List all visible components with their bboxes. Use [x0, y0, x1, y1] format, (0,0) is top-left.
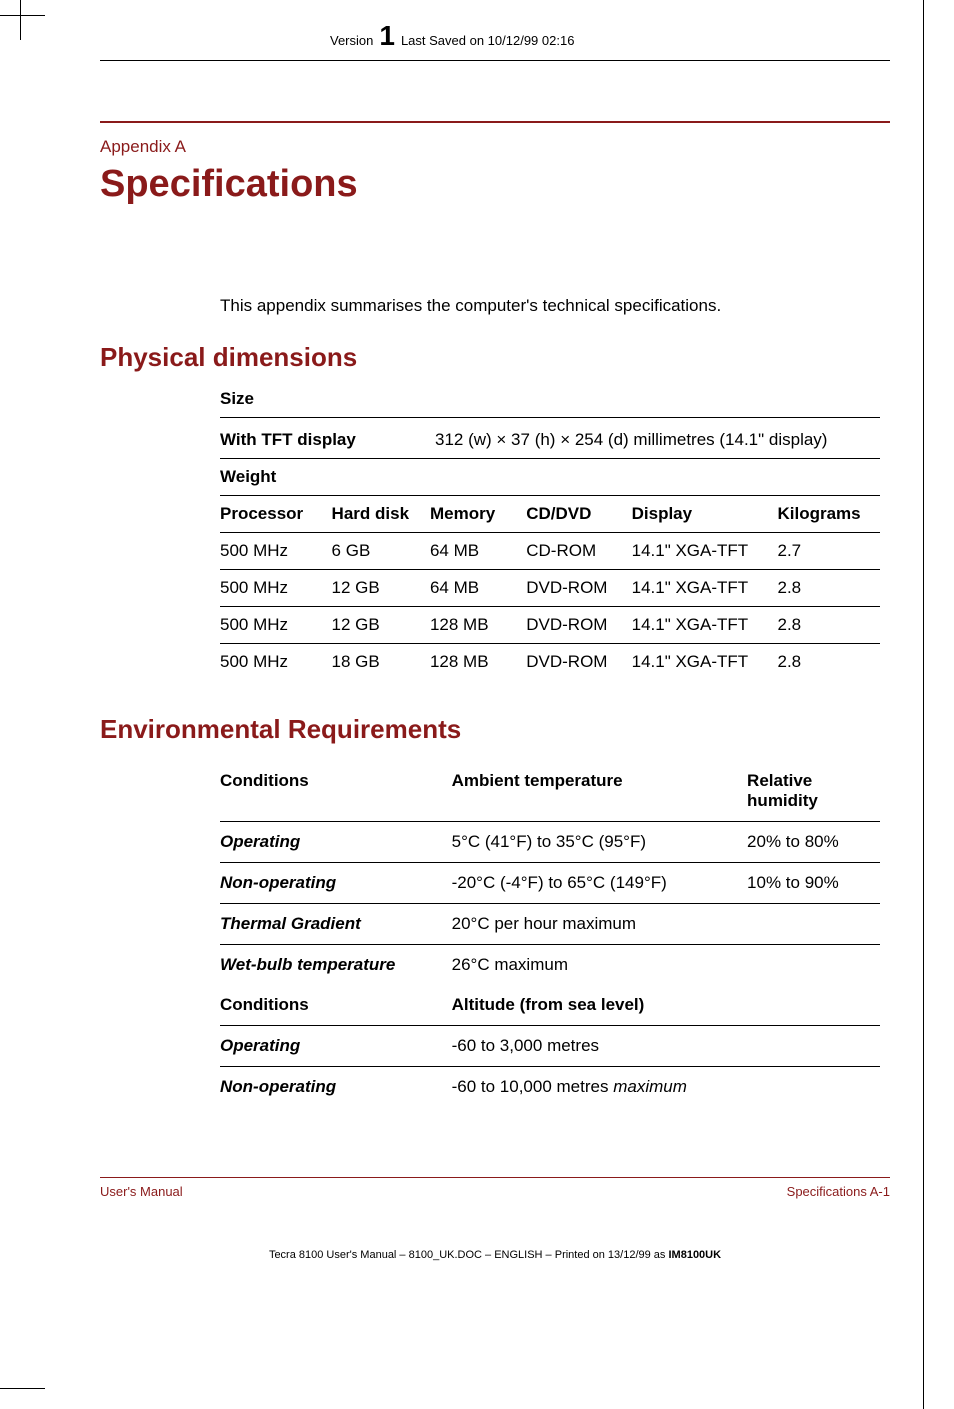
- size-row: With TFT display 312 (w) × 37 (h) × 254 …: [220, 422, 880, 459]
- alt-cell-condition: Non-operating: [220, 1067, 452, 1108]
- weight-col-memory: Memory: [430, 496, 526, 533]
- bottom-print-text: Tecra 8100 User's Manual – 8100_UK.DOC –…: [269, 1249, 669, 1261]
- weight-table: Processor Hard disk Memory CD/DVD Displa…: [220, 496, 880, 680]
- env-cell-ambient: -20°C (-4°F) to 65°C (149°F): [452, 863, 747, 904]
- env-cell-ambient: 20°C per hour maximum: [452, 904, 880, 945]
- crop-mark-bottom: [0, 1388, 45, 1389]
- alt-row: Non-operating-60 to 10,000 metres maximu…: [220, 1067, 880, 1108]
- alt-col-conditions: Conditions: [220, 985, 452, 1026]
- physical-dimensions-block: Size With TFT display 312 (w) × 37 (h) ×…: [220, 389, 880, 680]
- weight-cell-cddvd: DVD-ROM: [526, 570, 631, 607]
- env-col-ambient: Ambient temperature: [452, 761, 747, 822]
- weight-row: 500 MHz12 GB64 MBDVD-ROM14.1" XGA-TFT2.8: [220, 570, 880, 607]
- weight-cell-hard_disk: 12 GB: [332, 570, 430, 607]
- env-col-conditions: Conditions: [220, 761, 452, 822]
- appendix-top-rule: [100, 121, 890, 123]
- weight-cell-memory: 64 MB: [430, 533, 526, 570]
- weight-col-processor: Processor: [220, 496, 332, 533]
- footer-left: User's Manual: [100, 1184, 183, 1199]
- alt-cell-condition: Operating: [220, 1026, 452, 1067]
- env-col-humidity: Relative humidity: [747, 761, 880, 822]
- weight-cell-processor: 500 MHz: [220, 570, 332, 607]
- alt-header-row: Conditions Altitude (from sea level): [220, 985, 880, 1026]
- weight-cell-display: 14.1" XGA-TFT: [632, 644, 778, 681]
- weight-row: 500 MHz6 GB64 MBCD-ROM14.1" XGA-TFT2.7: [220, 533, 880, 570]
- size-table: With TFT display 312 (w) × 37 (h) × 254 …: [220, 422, 880, 459]
- env-cell-humidity: 10% to 90%: [747, 863, 880, 904]
- weight-cell-memory: 128 MB: [430, 607, 526, 644]
- weight-header-row: Processor Hard disk Memory CD/DVD Displa…: [220, 496, 880, 533]
- env-cell-condition: Thermal Gradient: [220, 904, 452, 945]
- env-cell-condition: Operating: [220, 822, 452, 863]
- size-label: With TFT display: [220, 422, 435, 459]
- weight-cell-cddvd: DVD-ROM: [526, 607, 631, 644]
- crop-mark-left: [20, 0, 21, 40]
- header-version-prefix: Version: [330, 33, 373, 48]
- alt-cell-suffix: maximum: [613, 1077, 687, 1096]
- weight-cell-hard_disk: 12 GB: [332, 607, 430, 644]
- bottom-print-line: Tecra 8100 User's Manual – 8100_UK.DOC –…: [100, 1249, 890, 1261]
- env-row: Thermal Gradient20°C per hour maximum: [220, 904, 880, 945]
- bottom-print-bold: IM8100UK: [668, 1249, 721, 1261]
- page-container: Version 1 Last Saved on 10/12/99 02:16 A…: [100, 0, 890, 1261]
- header-rule: [100, 60, 890, 61]
- header-last-saved: Last Saved on 10/12/99 02:16: [401, 33, 574, 48]
- weight-heading: Weight: [220, 459, 880, 496]
- env-cell-condition: Non-operating: [220, 863, 452, 904]
- env-row: Non-operating-20°C (-4°F) to 65°C (149°F…: [220, 863, 880, 904]
- alt-cell-value: -60 to 3,000 metres: [452, 1026, 880, 1067]
- weight-cell-hard_disk: 6 GB: [332, 533, 430, 570]
- appendix-label: Appendix A: [100, 137, 890, 157]
- weight-cell-processor: 500 MHz: [220, 533, 332, 570]
- env-cell-ambient: 26°C maximum: [452, 945, 880, 986]
- weight-cell-processor: 500 MHz: [220, 607, 332, 644]
- weight-col-hard-disk: Hard disk: [332, 496, 430, 533]
- crop-mark-right: [923, 0, 924, 1409]
- weight-cell-kilograms: 2.8: [777, 570, 880, 607]
- weight-row: 500 MHz12 GB128 MBDVD-ROM14.1" XGA-TFT2.…: [220, 607, 880, 644]
- section-physical-dimensions: Physical dimensions: [100, 342, 890, 373]
- env-row: Operating5°C (41°F) to 35°C (95°F)20% to…: [220, 822, 880, 863]
- size-heading: Size: [220, 389, 880, 418]
- weight-cell-kilograms: 2.7: [777, 533, 880, 570]
- env-cell-condition: Wet-bulb temperature: [220, 945, 452, 986]
- weight-col-cddvd: CD/DVD: [526, 496, 631, 533]
- weight-row: 500 MHz18 GB128 MBDVD-ROM14.1" XGA-TFT2.…: [220, 644, 880, 681]
- weight-cell-processor: 500 MHz: [220, 644, 332, 681]
- env-row: Wet-bulb temperature26°C maximum: [220, 945, 880, 986]
- weight-col-kilograms: Kilograms: [777, 496, 880, 533]
- footer-row: User's Manual Specifications A-1: [100, 1184, 890, 1199]
- weight-cell-cddvd: CD-ROM: [526, 533, 631, 570]
- alt-col-altitude: Altitude (from sea level): [452, 985, 880, 1026]
- weight-cell-memory: 128 MB: [430, 644, 526, 681]
- env-cell-ambient: 5°C (41°F) to 35°C (95°F): [452, 822, 747, 863]
- environmental-block: Conditions Ambient temperature Relative …: [220, 761, 880, 1107]
- crop-mark-top: [0, 15, 45, 16]
- page-title: Specifications: [100, 163, 890, 206]
- running-header: Version 1 Last Saved on 10/12/99 02:16: [100, 0, 890, 52]
- size-value: 312 (w) × 37 (h) × 254 (d) millimetres (…: [435, 422, 880, 459]
- weight-col-display: Display: [632, 496, 778, 533]
- intro-paragraph: This appendix summarises the computer's …: [220, 296, 840, 316]
- weight-cell-kilograms: 2.8: [777, 644, 880, 681]
- section-environmental: Environmental Requirements: [100, 714, 890, 745]
- weight-cell-kilograms: 2.8: [777, 607, 880, 644]
- footer-right: Specifications A-1: [787, 1184, 890, 1199]
- footer-rule: [100, 1177, 890, 1178]
- weight-cell-display: 14.1" XGA-TFT: [632, 570, 778, 607]
- env-table: Conditions Ambient temperature Relative …: [220, 761, 880, 1107]
- alt-cell-value: -60 to 10,000 metres maximum: [452, 1067, 880, 1108]
- header-version-number: 1: [373, 20, 401, 52]
- weight-cell-hard_disk: 18 GB: [332, 644, 430, 681]
- env-header-row: Conditions Ambient temperature Relative …: [220, 761, 880, 822]
- weight-cell-display: 14.1" XGA-TFT: [632, 607, 778, 644]
- weight-cell-display: 14.1" XGA-TFT: [632, 533, 778, 570]
- weight-cell-memory: 64 MB: [430, 570, 526, 607]
- alt-row: Operating-60 to 3,000 metres: [220, 1026, 880, 1067]
- weight-cell-cddvd: DVD-ROM: [526, 644, 631, 681]
- env-cell-humidity: 20% to 80%: [747, 822, 880, 863]
